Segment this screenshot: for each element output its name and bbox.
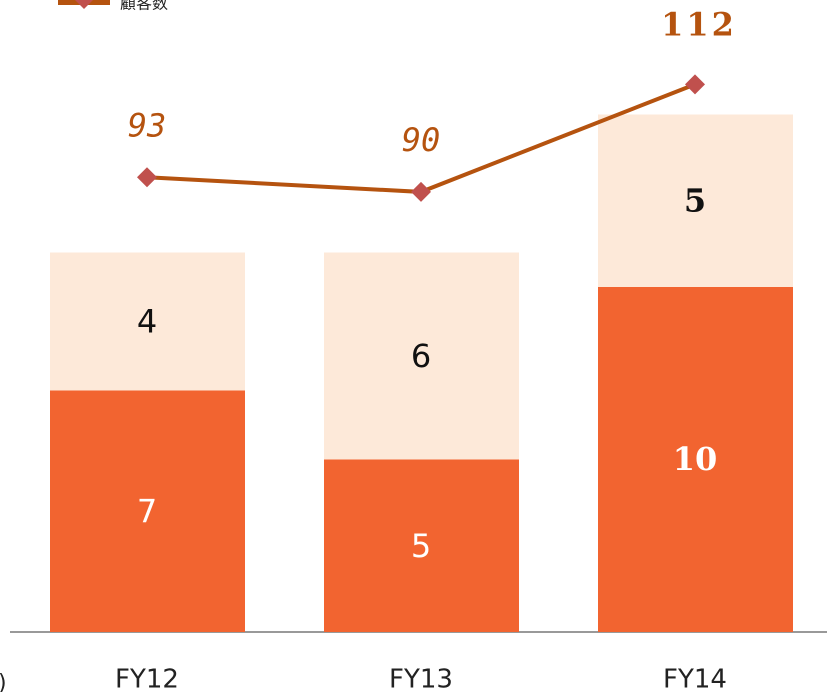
annotation: ): [0, 671, 7, 692]
data-label: 7: [137, 492, 157, 530]
x-tick-label: FY12: [115, 665, 179, 692]
marker: [685, 74, 705, 95]
bar: [598, 114, 793, 287]
data-label: 90: [402, 121, 441, 159]
bar: [50, 390, 245, 632]
bar: [598, 287, 793, 632]
data-label: 10: [673, 440, 718, 478]
data-label: 112: [661, 6, 737, 44]
data-label: 6: [411, 337, 431, 375]
bar: [324, 459, 519, 632]
data-label: 5: [411, 527, 431, 565]
x-tick-label: FY14: [663, 665, 727, 692]
marker: [137, 167, 157, 188]
data-label: 4: [137, 303, 157, 341]
marker: [411, 181, 431, 202]
legend-label: 顧客数: [120, 0, 168, 13]
data-label: 5: [684, 181, 706, 219]
bar: [324, 252, 519, 460]
x-tick-label: FY13: [389, 665, 453, 692]
data-label: 93: [128, 106, 167, 144]
bar: [50, 252, 245, 391]
legend-marker: [75, 0, 93, 9]
